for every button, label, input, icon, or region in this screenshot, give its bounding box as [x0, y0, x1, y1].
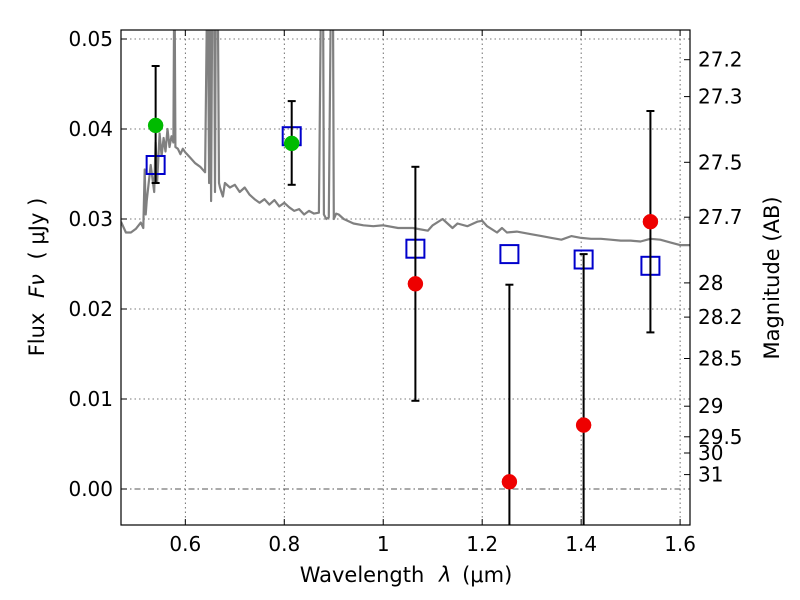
y2-tick-label: 28	[698, 271, 723, 295]
y2-tick-label: 28.2	[698, 305, 743, 329]
x-axis-label-unit: (μm)	[462, 563, 512, 587]
y-tick-label: 0.01	[68, 387, 113, 411]
x-tick-label: 0.8	[268, 532, 300, 556]
green-data-point	[283, 135, 300, 152]
y2-tick-label: 28.5	[698, 347, 743, 371]
x-tick-label: 1	[377, 532, 390, 556]
x-tick-label: 1.4	[565, 532, 597, 556]
y2-tick-label: 27.5	[698, 150, 743, 174]
y2-tick-label: 31	[698, 463, 723, 487]
x-tick-label: 0.6	[169, 532, 201, 556]
green-data-point	[147, 117, 164, 134]
y-tick-label: 0.03	[68, 207, 113, 231]
model-spectrum-line	[121, 30, 690, 247]
y2-tick-label: 29	[698, 394, 723, 418]
y-tick-label: 0.02	[68, 297, 113, 321]
y2-tick-label: 27.2	[698, 48, 743, 72]
y2-tick-label: 27.3	[698, 85, 743, 109]
axis-ticks: 0.6 0.8 1 1.2 1.4 1.6 0.00 0.01 0.02 0.03 0.04 0.05…	[68, 27, 742, 556]
y-tick-label: 0.04	[68, 117, 113, 141]
model-photometry-square	[499, 244, 520, 265]
plot-frame	[120, 29, 691, 526]
y-axis-label-var: Fν	[25, 274, 49, 298]
plot-area	[121, 30, 690, 525]
y2-tick-label: 29.5	[698, 425, 743, 449]
y-tick-label: 0.05	[68, 27, 113, 51]
x-axis-label: Wavelength λ (μm)	[300, 563, 513, 587]
red-data-point	[575, 417, 592, 433]
y-axis-label: Flux Fν ( μJy )	[25, 198, 49, 357]
y-axis-label-unit: ( μJy )	[25, 198, 49, 260]
red-data-point	[407, 276, 424, 292]
y-axis-label-text: Flux	[25, 313, 49, 357]
y2-tick-label: 30	[698, 441, 723, 465]
y2-axis-label: Magnitude (AB)	[760, 196, 784, 359]
x-tick-label: 1.6	[664, 532, 696, 556]
x-axis-label-var: λ	[438, 563, 451, 587]
red-data-point	[642, 213, 659, 230]
x-axis-label-text: Wavelength	[300, 563, 425, 587]
y-tick-label: 0.00	[68, 477, 113, 501]
x-tick-label: 1.2	[466, 532, 498, 556]
y2-tick-label: 27.7	[698, 205, 743, 229]
red-data-point	[501, 474, 518, 490]
